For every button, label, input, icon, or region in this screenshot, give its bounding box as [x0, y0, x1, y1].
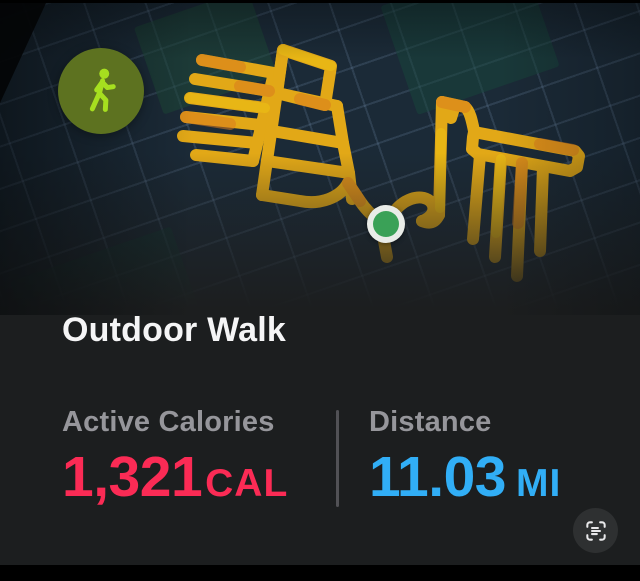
walking-person-icon	[89, 68, 116, 112]
letterbox-bottom	[0, 565, 640, 581]
current-position-dot	[367, 205, 405, 243]
activity-type-badge	[58, 48, 144, 134]
letterbox-top	[0, 0, 640, 3]
current-position-dot-center	[373, 211, 399, 237]
live-text-scan-button[interactable]	[573, 508, 618, 553]
active-calories-unit: CAL	[205, 462, 289, 505]
stats-row: Active Calories 1,321 CAL Distance 11.03…	[62, 405, 561, 507]
distance-value: 11.03 MI	[369, 448, 561, 506]
distance-label: Distance	[369, 406, 492, 438]
workout-title: Outdoor Walk	[62, 311, 287, 349]
active-calories-stat: Active Calories 1,321 CAL	[62, 405, 336, 506]
stats-divider	[336, 410, 339, 507]
active-calories-value: 1,321 CAL	[62, 448, 336, 506]
distance-unit: MI	[516, 462, 562, 505]
distance-number: 11.03	[369, 445, 507, 509]
card-content: Outdoor Walk Active Calories 1,321 CAL D…	[0, 3, 640, 565]
active-calories-number: 1,321	[62, 445, 203, 509]
distance-stat: Distance 11.03 MI	[369, 405, 561, 506]
active-calories-label: Active Calories	[62, 406, 275, 438]
live-text-scan-icon	[585, 520, 606, 541]
